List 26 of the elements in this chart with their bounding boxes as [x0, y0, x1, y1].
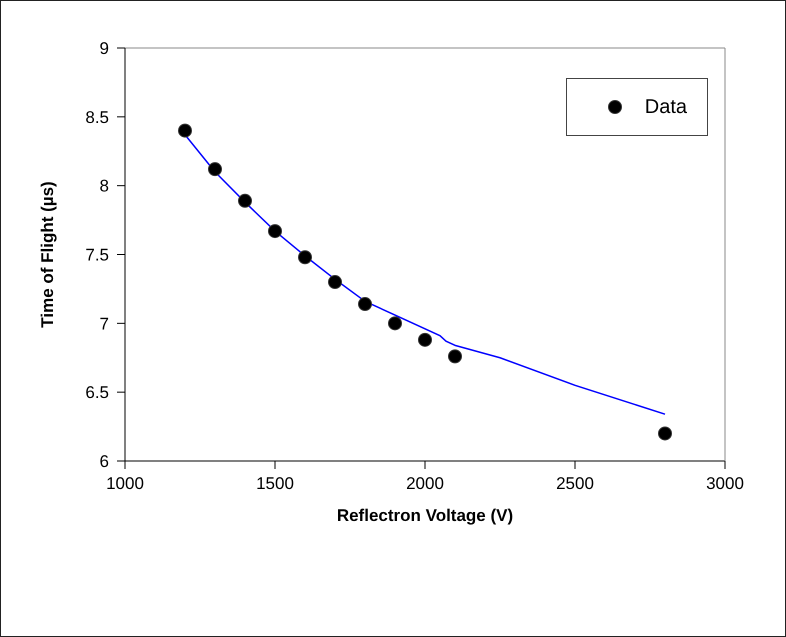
point [298, 250, 312, 264]
y-tick-label: 6.5 [85, 383, 109, 402]
point [448, 349, 462, 364]
point [238, 194, 252, 208]
y-tick-label: 8 [100, 176, 109, 196]
y-tick-label: 7.5 [85, 246, 109, 265]
x-axis-title: Reflectron Voltage (V) [336, 506, 514, 525]
point [328, 275, 342, 290]
point [268, 224, 282, 238]
y-tick-label: 9 [100, 39, 109, 58]
point [418, 332, 432, 347]
point [208, 162, 222, 176]
x-tick-label: 2000 [406, 474, 444, 494]
x-tick-label: 1000 [106, 474, 144, 494]
point [178, 124, 192, 138]
x-tick-label: 2500 [556, 474, 594, 494]
y-tick-label: 8.5 [85, 108, 109, 127]
point [658, 426, 672, 440]
x-tick-label: 1500 [256, 474, 294, 494]
point [358, 297, 372, 312]
y-tick-label: 6 [100, 452, 109, 472]
y-axis-title: Time of Flight (µs) [38, 181, 58, 328]
legend-label: Data [644, 96, 687, 118]
point [388, 316, 402, 330]
x-tick-label: 3000 [706, 474, 744, 494]
y-tick-label: 7 [100, 314, 109, 334]
